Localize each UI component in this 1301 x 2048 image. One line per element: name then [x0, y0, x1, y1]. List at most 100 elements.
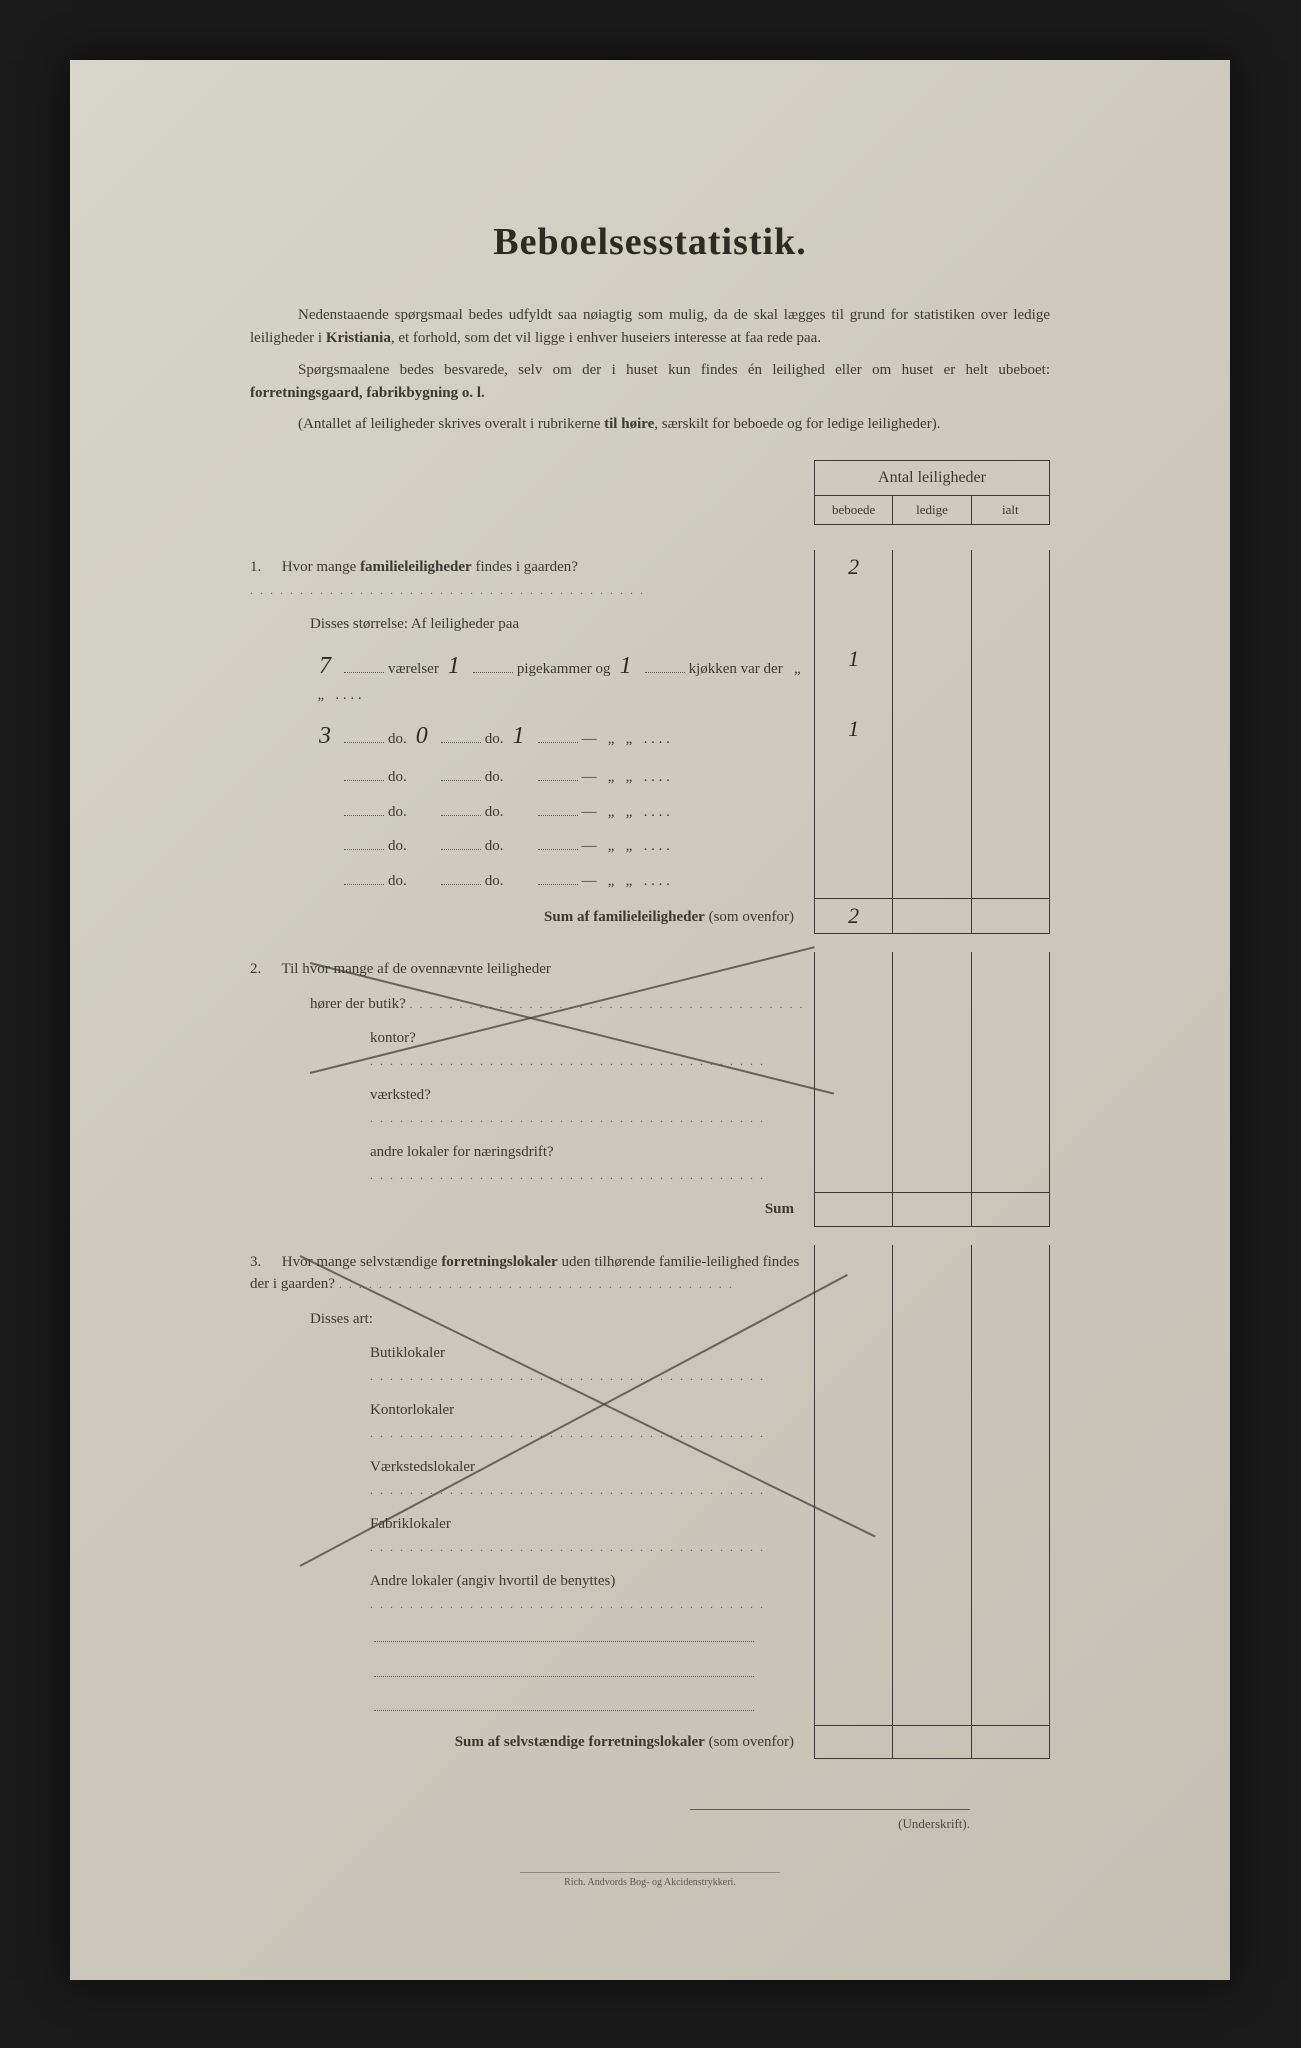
q1-row-val-ialt: [972, 829, 1049, 864]
q2-text: Til hvor mange af de ovennævnte leilighe…: [281, 961, 550, 977]
q2-item-label: værksted?: [370, 1087, 431, 1103]
col-header-ialt: ialt: [972, 496, 1049, 524]
q1-sublabel: Disses størrelse: Af leiligheder paa: [250, 607, 814, 642]
q3-item-label: Kontorlokaler: [370, 1402, 454, 1418]
q1-label-vaerelser: do.: [388, 769, 407, 785]
q1-row-val-ialt: [972, 795, 1049, 830]
q3-sum-label: Sum af selvstændige forretningslokaler: [455, 1734, 705, 1750]
page-title: Beboelsesstatistik.: [250, 220, 1050, 264]
q3-item-label: Værkstedslokaler: [370, 1459, 475, 1475]
q3-item-row: Andre lokaler (angiv hvortil de benyttes…: [250, 1564, 1050, 1621]
q1-vaerelser-value: 7: [310, 648, 340, 684]
q1-label-kjokken: —: [582, 873, 597, 889]
q1-label-vaerelser: do.: [388, 731, 407, 747]
q2-item-val: [815, 1078, 893, 1135]
q1-label-pigekammer: do.: [485, 838, 504, 854]
intro-2a: Spørgsmaalene bedes besvarede, selv om d…: [298, 362, 1050, 378]
q1-row-val-ialt: [972, 864, 1049, 899]
intro-paragraph-2: Spørgsmaalene bedes besvarede, selv om d…: [250, 359, 1050, 406]
q1-row-val-beboede: 1: [815, 712, 893, 760]
q1-size-row: 3do.0do.1— „ „ . . . .1: [250, 712, 1050, 760]
q1-pigekammer-value: 0: [407, 718, 437, 754]
q3-text-b: forretningslokaler: [441, 1254, 557, 1270]
q1-kjokken-value: 1: [611, 648, 641, 684]
q2-item-row: hører der butik?: [250, 987, 1050, 1022]
q3-item-row: Kontorlokaler: [250, 1393, 1050, 1450]
q1-row-val-beboede: [815, 864, 893, 899]
q1-text-a: Hvor mange: [282, 559, 360, 575]
q1-row-val-ledige: [893, 795, 971, 830]
q1-row-val-ledige: [893, 712, 971, 760]
q2-sum-label: Sum: [765, 1201, 794, 1217]
signature-line: [690, 1809, 970, 1810]
q2-item-row: kontor?: [250, 1021, 1050, 1078]
q3-item-row: Fabriklokaler: [250, 1507, 1050, 1564]
intro-2b: forretningsgaard, fabrikbygning o. l.: [250, 385, 485, 401]
q3-number: 3.: [250, 1251, 278, 1274]
intro-1b: Kristiania: [326, 330, 391, 346]
q1-row-val-ledige: [893, 864, 971, 899]
q1-row-val-ialt: [972, 760, 1049, 795]
q1-row: 1. Hvor mange familieleiligheder findes …: [250, 550, 1050, 607]
q3-item-row: Værkstedslokaler: [250, 1450, 1050, 1507]
q1-row-val-ialt: [972, 642, 1049, 713]
q1-row-val-ialt: [972, 712, 1049, 760]
questionnaire-table: Antal leiligheder beboede ledige ialt 1.…: [250, 460, 1050, 1759]
intro-paragraph-3: (Antallet af leiligheder skrives overalt…: [250, 413, 1050, 436]
q3-item-row: Butiklokaler: [250, 1336, 1050, 1393]
q3-item-label: Andre lokaler (angiv hvortil de benyttes…: [370, 1573, 615, 1589]
q1-size-row: do.do.— „ „ . . . .: [250, 829, 1050, 864]
col-header-ledige: ledige: [893, 496, 971, 524]
q3-blank-row: [250, 1690, 1050, 1725]
q2-item-label: andre lokaler for næringsdrift?: [370, 1144, 554, 1160]
q1-sublabel-row: Disses størrelse: Af leiligheder paa: [250, 607, 1050, 642]
q1-val-ledige: [893, 550, 971, 607]
table-header: Antal leiligheder beboede ledige ialt: [814, 460, 1050, 525]
q1-val-beboede: 2: [815, 550, 893, 607]
q1-size-row: do.do.— „ „ . . . .: [250, 864, 1050, 899]
q3-art-label: Disses art:: [250, 1302, 814, 1337]
q2-item-row: værksted?: [250, 1078, 1050, 1135]
printer-credit: Rich. Andvords Bog- og Akcidenstrykkeri.: [520, 1872, 780, 1888]
q1-label-kjokken: kjøkken var der: [689, 661, 783, 677]
q1-size-row: do.do.— „ „ . . . .: [250, 795, 1050, 830]
q1-text-c: findes i gaarden?: [472, 559, 578, 575]
q1-label-vaerelser: do.: [388, 838, 407, 854]
q1-pigekammer-value: 1: [439, 648, 469, 684]
signature-block: (Underskrift).: [250, 1809, 1050, 1832]
q1-label-kjokken: —: [582, 804, 597, 820]
q1-label-pigekammer: do.: [485, 804, 504, 820]
q1-size-row: do.do.— „ „ . . . .: [250, 760, 1050, 795]
table-header-title: Antal leiligheder: [815, 461, 1049, 496]
q1-label-vaerelser: værelser: [388, 661, 439, 677]
q1-sum-val: 2: [815, 899, 893, 933]
q1-label-kjokken: —: [582, 838, 597, 854]
intro-3a: (Antallet af leiligheder skrives overalt…: [298, 416, 604, 432]
q2-item-row: andre lokaler for næringsdrift?: [250, 1135, 1050, 1192]
q1-row-val-beboede: 1: [815, 642, 893, 713]
intro-3b: til høire: [604, 416, 654, 432]
q2-item-val: [815, 1021, 893, 1078]
q1-row-val-ledige: [893, 829, 971, 864]
q1-label-vaerelser: do.: [388, 804, 407, 820]
q2-item-val: [815, 1135, 893, 1192]
q2-row: 2. Til hvor mange af de ovennævnte leili…: [250, 952, 1050, 987]
document-page: Beboelsesstatistik. Nedenstaaende spørgs…: [190, 160, 1110, 1928]
q3-sum-row: Sum af selvstændige forretningslokaler (…: [250, 1725, 1050, 1760]
q1-row-val-beboede: [815, 760, 893, 795]
q1-label-pigekammer: pigekammer og: [517, 661, 611, 677]
signature-label: (Underskrift).: [898, 1816, 970, 1831]
q1-sum-label: Sum af familieleiligheder: [544, 909, 705, 925]
q3-row: 3. Hvor mange selvstændige forretningslo…: [250, 1245, 1050, 1302]
q1-label-kjokken: —: [582, 731, 597, 747]
q1-number: 1.: [250, 556, 278, 579]
intro-paragraph-1: Nedenstaaende spørgsmaal bedes udfyldt s…: [250, 304, 1050, 351]
q3-item-label: Fabriklokaler: [370, 1516, 451, 1532]
q2-item-label: kontor?: [370, 1030, 416, 1046]
q2-sum-row: Sum: [250, 1192, 1050, 1227]
q2-number: 2.: [250, 958, 278, 981]
q1-kjokken-value: 1: [504, 718, 534, 754]
q3-sum-paren: (som ovenfor): [709, 1734, 794, 1750]
col-header-beboede: beboede: [815, 496, 893, 524]
q1-sum-paren: (som ovenfor): [709, 909, 794, 925]
